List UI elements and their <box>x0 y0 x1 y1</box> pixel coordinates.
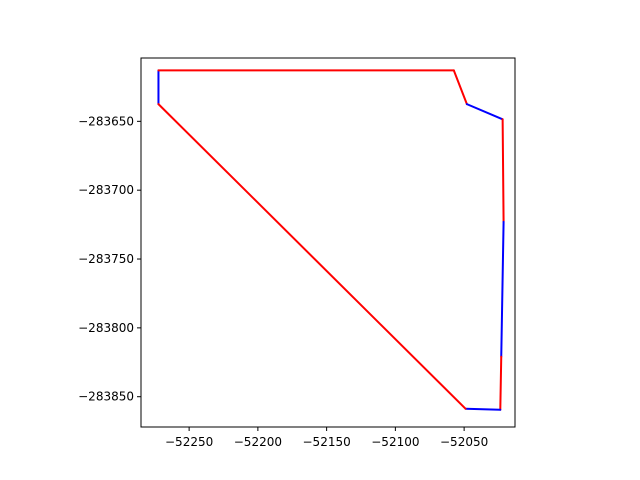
y-tick-label: −283800 <box>78 321 134 335</box>
x-tick-label: −52150 <box>303 435 351 449</box>
axes-frame <box>140 57 516 428</box>
x-tick-label: −52200 <box>234 435 282 449</box>
y-tick-label: −283850 <box>78 390 134 404</box>
x-axis: −52250 −52200 −52150 −52100 −52050 <box>165 427 488 449</box>
y-tick-label: −283700 <box>78 183 134 197</box>
y-axis: −283650 −283700 −283750 −283800 −283850 <box>78 114 141 404</box>
x-tick-label: −52050 <box>440 435 488 449</box>
y-tick-label: −283750 <box>78 252 134 266</box>
x-tick-label: −52100 <box>371 435 419 449</box>
segment-red-3 <box>452 69 468 106</box>
segment-blue-4 <box>465 103 504 121</box>
x-tick-label: −52250 <box>165 435 213 449</box>
segment-blue-8 <box>464 407 502 411</box>
segment-blue-6 <box>500 220 505 358</box>
segment-red-7 <box>499 355 503 411</box>
segment-red-5 <box>501 118 505 223</box>
y-tick-label: −283650 <box>78 114 134 128</box>
segment-red-9 <box>157 103 467 410</box>
plot-area <box>157 69 505 411</box>
